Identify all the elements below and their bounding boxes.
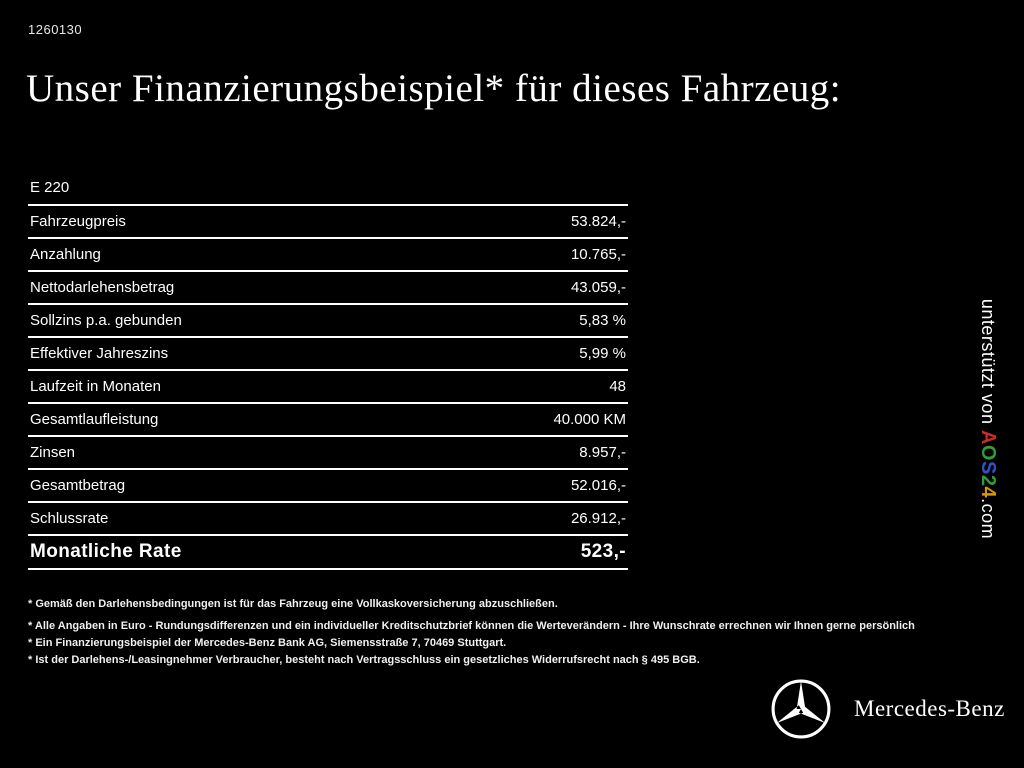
vehicle-model: E 220 bbox=[28, 172, 628, 206]
brand-letter: 2 bbox=[977, 474, 999, 487]
finance-table: E 220 Fahrzeugpreis 53.824,- Anzahlung 1… bbox=[28, 172, 628, 570]
row-label: Gesamtlaufleistung bbox=[30, 411, 159, 428]
footnote: * Ein Finanzierungsbeispiel der Mercedes… bbox=[28, 637, 507, 649]
page-title: Unser Finanzierungsbeispiel* für dieses … bbox=[26, 67, 842, 110]
monthly-rate-row: Monatliche Rate 523,- bbox=[28, 536, 628, 570]
footnote: * Gemäß den Darlehensbedingungen ist für… bbox=[28, 598, 558, 610]
row-label: Anzahlung bbox=[30, 246, 101, 263]
row-value: 52.016,- bbox=[570, 477, 626, 494]
monthly-rate-label: Monatliche Rate bbox=[30, 541, 182, 562]
row-label: Nettodarlehensbetrag bbox=[30, 279, 175, 296]
row-label: Schlussrate bbox=[30, 510, 109, 527]
row-value: 5,83 % bbox=[579, 312, 626, 329]
row-value: 48 bbox=[609, 378, 626, 395]
row-value: 43.059,- bbox=[570, 279, 626, 296]
brand-name: Mercedes-Benz bbox=[854, 696, 1005, 721]
aos24-watermark: unterstützt von AOS24.com bbox=[975, 269, 999, 569]
table-row: Gesamtbetrag 52.016,- bbox=[28, 470, 628, 503]
brand-letter: S bbox=[977, 460, 999, 475]
brand-letter: A bbox=[977, 429, 999, 445]
row-label: Zinsen bbox=[30, 444, 76, 461]
footer-brand: Mercedes-Benz bbox=[770, 676, 1024, 742]
table-row: Gesamtlaufleistung 40.000 KM bbox=[28, 404, 628, 437]
row-value: 8.957,- bbox=[579, 444, 626, 461]
watermark-suffix: .com bbox=[978, 498, 998, 540]
mercedes-star-icon bbox=[770, 678, 832, 740]
table-row: Sollzins p.a. gebunden 5,83 % bbox=[28, 305, 628, 338]
table-row: Schlussrate 26.912,- bbox=[28, 503, 628, 536]
watermark-prefix: unterstützt von bbox=[978, 298, 998, 430]
row-value: 40.000 KM bbox=[553, 411, 626, 428]
footnotes: * Gemäß den Darlehensbedingungen ist für… bbox=[28, 598, 915, 671]
row-label: Sollzins p.a. gebunden bbox=[30, 312, 182, 329]
table-row: Zinsen 8.957,- bbox=[28, 437, 628, 470]
brand-letter: O bbox=[977, 444, 999, 461]
brand-letter: 4 bbox=[977, 486, 999, 499]
row-label: Laufzeit in Monaten bbox=[30, 378, 161, 395]
footnote: * Alle Angaben in Euro - Rundungsdiffere… bbox=[28, 620, 915, 632]
row-value: 53.824,- bbox=[570, 213, 626, 230]
footnote: * Ist der Darlehens-/Leasingnehmer Verbr… bbox=[28, 654, 700, 666]
row-label: Gesamtbetrag bbox=[30, 477, 126, 494]
aos24-logo-text: AOS24 bbox=[977, 430, 999, 498]
row-label: Fahrzeugpreis bbox=[30, 213, 126, 230]
row-value: 26.912,- bbox=[570, 510, 626, 527]
row-value: 5,99 % bbox=[579, 345, 626, 362]
table-row: Nettodarlehensbetrag 43.059,- bbox=[28, 272, 628, 305]
table-row: Fahrzeugpreis 53.824,- bbox=[28, 206, 628, 239]
row-label: Effektiver Jahreszins bbox=[30, 345, 169, 362]
document-id: 1260130 bbox=[28, 22, 83, 37]
row-value: 10.765,- bbox=[570, 246, 626, 263]
table-row: Anzahlung 10.765,- bbox=[28, 239, 628, 272]
table-row: Effektiver Jahreszins 5,99 % bbox=[28, 338, 628, 371]
table-row: Laufzeit in Monaten 48 bbox=[28, 371, 628, 404]
monthly-rate-value: 523,- bbox=[580, 541, 626, 562]
